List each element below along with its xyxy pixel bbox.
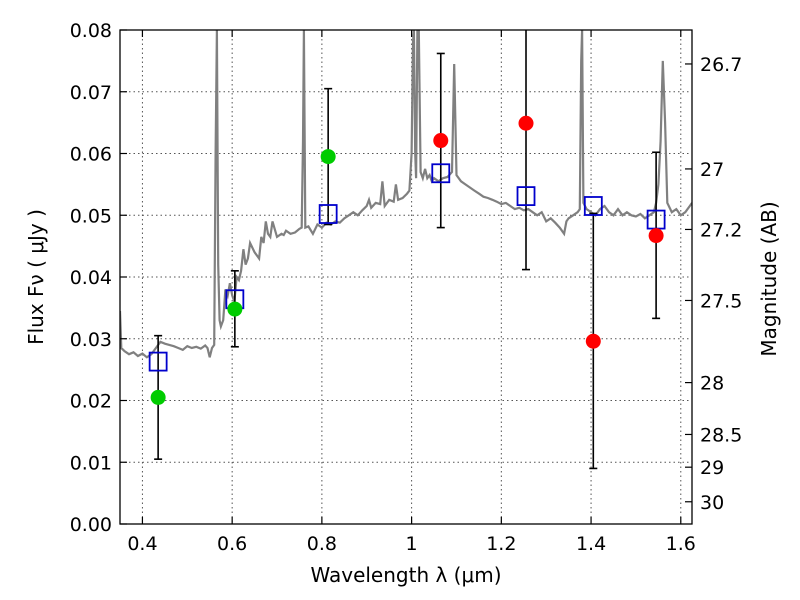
y-tick-label: 0.03 — [70, 329, 112, 351]
x-tick-label: 1 — [406, 533, 418, 555]
template-spectrum-line — [120, 30, 692, 359]
x-tick-label: 1.4 — [576, 533, 606, 555]
observed-photometry-markers — [150, 115, 664, 405]
x-tick-label: 0.4 — [127, 533, 157, 555]
non-detection-point — [585, 333, 601, 349]
y-axis-title: Flux Fν ( μJy ) — [24, 209, 48, 345]
y2-tick-label: 27.2 — [700, 219, 742, 241]
y-tick-label: 0.08 — [70, 20, 112, 42]
y2-tick-label: 29 — [700, 457, 724, 479]
x-axis-title: Wavelength λ (μm) — [310, 563, 501, 587]
axis-ticks: 0.4 0.6 0.8 1 1.2 1.4 1.6 0.00 0.01 0.02 0.03 0.04 0… — [70, 20, 743, 555]
non-detection-point — [433, 133, 449, 149]
y2-tick-label: 27.5 — [700, 290, 742, 312]
detection-point — [227, 301, 243, 317]
y-tick-label: 0.02 — [70, 391, 112, 413]
y-tick-label: 0.00 — [70, 514, 112, 536]
y-tick-label: 0.05 — [70, 205, 112, 227]
x-tick-label: 1.6 — [666, 533, 696, 555]
detection-point — [150, 389, 166, 405]
model-square-marker — [431, 163, 451, 184]
y-tick-label: 0.01 — [70, 452, 112, 474]
non-detection-point — [518, 115, 534, 131]
y-tick-label: 0.07 — [70, 82, 112, 104]
y2-tick-label: 26.7 — [700, 54, 742, 76]
y-tick-label: 0.06 — [70, 144, 112, 166]
detection-point — [320, 149, 336, 165]
y2-tick-label: 27 — [700, 159, 724, 181]
x-tick-label: 0.8 — [307, 533, 337, 555]
model-square-marker — [583, 196, 603, 216]
y2-tick-label: 30 — [700, 492, 724, 514]
x-tick-label: 1.2 — [486, 533, 516, 555]
model-square-marker — [318, 204, 338, 224]
model-square-marker — [516, 186, 536, 207]
y-tick-label: 0.04 — [70, 267, 112, 289]
model-photometry-markers — [148, 163, 666, 372]
model-square-marker — [148, 351, 168, 372]
y2-axis-title: Magnitude (AB) — [757, 201, 781, 356]
y2-tick-label: 28 — [700, 373, 724, 395]
y2-tick-label: 28.5 — [700, 424, 742, 446]
x-tick-label: 0.6 — [217, 533, 247, 555]
non-detection-point — [648, 228, 664, 244]
plot-area — [120, 30, 692, 470]
